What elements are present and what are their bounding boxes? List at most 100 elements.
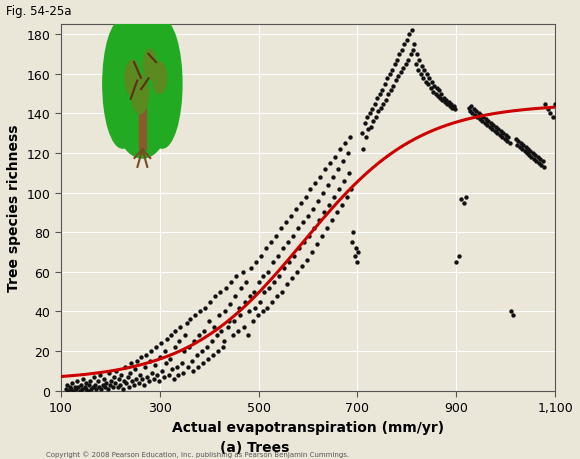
Point <box>467 111 477 118</box>
Point <box>337 202 346 209</box>
Point <box>353 259 362 266</box>
Point <box>113 383 122 391</box>
Point <box>528 150 538 157</box>
Point <box>117 371 126 379</box>
Point <box>246 265 256 272</box>
Point <box>316 174 325 181</box>
Point <box>389 83 398 90</box>
Point <box>160 347 169 355</box>
Point <box>527 154 536 162</box>
Point <box>364 126 373 134</box>
Point <box>264 269 273 276</box>
Point <box>176 324 185 331</box>
Point <box>143 373 152 381</box>
Point <box>519 142 528 150</box>
Point <box>479 114 488 122</box>
Point <box>149 375 158 383</box>
Point <box>299 239 309 246</box>
Point <box>413 67 422 74</box>
Point <box>74 383 83 391</box>
Point <box>129 381 139 389</box>
Point <box>427 79 436 86</box>
Point <box>318 190 328 197</box>
Point <box>538 158 548 165</box>
Point <box>265 285 274 292</box>
Point <box>313 197 322 205</box>
Point <box>517 146 526 153</box>
Point <box>186 316 195 324</box>
Point <box>77 385 86 392</box>
Point <box>548 114 557 122</box>
Point <box>260 288 269 296</box>
Ellipse shape <box>113 50 172 159</box>
Point <box>235 312 244 319</box>
Point <box>238 269 247 276</box>
Text: Fig. 54-25a: Fig. 54-25a <box>6 5 71 17</box>
Point <box>541 101 550 108</box>
Point <box>526 148 535 156</box>
Point <box>234 304 244 312</box>
Point <box>481 117 491 124</box>
Point <box>309 205 318 213</box>
Point <box>298 219 307 227</box>
Point <box>151 344 160 351</box>
Point <box>368 106 377 114</box>
Point <box>266 239 276 246</box>
Point <box>334 185 343 193</box>
Point <box>382 97 391 104</box>
Point <box>401 61 411 68</box>
Point <box>82 379 91 386</box>
Point <box>281 219 291 227</box>
Point <box>259 273 268 280</box>
Point <box>503 134 513 141</box>
Point <box>215 288 224 296</box>
Point <box>170 344 179 351</box>
Point <box>217 328 226 335</box>
Point <box>269 259 278 266</box>
Point <box>454 253 463 260</box>
Point <box>140 364 150 371</box>
Point <box>61 385 70 392</box>
Point <box>408 47 418 55</box>
Text: Copyright © 2008 Pearson Education, Inc. publishing as Pearson Benjamin Cummings: Copyright © 2008 Pearson Education, Inc.… <box>46 450 350 457</box>
Point <box>218 344 227 351</box>
Point <box>379 101 388 108</box>
Point <box>396 69 405 76</box>
Point <box>511 136 520 144</box>
Point <box>115 381 125 389</box>
Point <box>375 91 385 98</box>
Point <box>476 117 485 124</box>
Point <box>128 377 137 385</box>
Point <box>153 371 162 379</box>
Point <box>321 166 330 173</box>
Point <box>102 379 111 386</box>
Point <box>119 377 129 385</box>
Point <box>237 285 246 292</box>
Point <box>146 347 155 355</box>
Point <box>197 347 206 355</box>
Point <box>546 111 555 118</box>
Ellipse shape <box>110 1 175 140</box>
Point <box>135 371 144 379</box>
Point <box>205 318 214 325</box>
Point <box>78 375 88 383</box>
Point <box>405 32 414 39</box>
Point <box>513 138 523 146</box>
Ellipse shape <box>142 20 182 149</box>
Ellipse shape <box>144 50 156 79</box>
Point <box>289 253 299 260</box>
Point <box>487 126 496 134</box>
Point <box>124 383 133 391</box>
Point <box>369 118 378 126</box>
Point <box>118 385 127 392</box>
Point <box>70 383 79 391</box>
Point <box>207 338 216 345</box>
Point <box>522 150 531 157</box>
Point <box>86 377 95 385</box>
Point <box>550 101 560 108</box>
Point <box>325 160 335 167</box>
Point <box>106 381 115 389</box>
Point <box>412 51 422 59</box>
Point <box>148 369 157 377</box>
Point <box>107 377 116 385</box>
